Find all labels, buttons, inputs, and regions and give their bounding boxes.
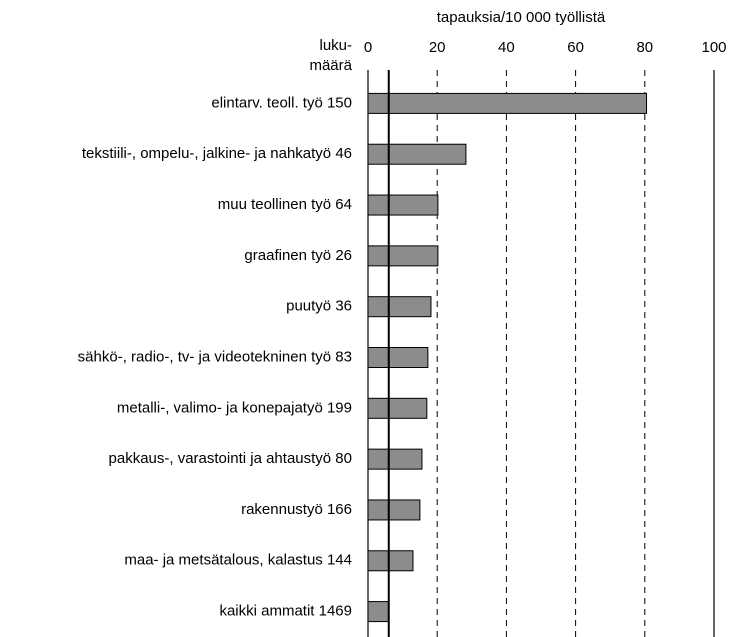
y-tick-label: maa- ja metsätalous, kalastus 144 xyxy=(124,552,352,569)
bar xyxy=(367,143,467,165)
y-tick-label: rakennustyö 166 xyxy=(241,501,352,518)
bar xyxy=(367,296,432,318)
bar xyxy=(367,397,428,419)
y-tick-label: muu teollinen työ 64 xyxy=(218,196,352,213)
count-label: luku- xyxy=(319,37,352,54)
x-tick-label: 60 xyxy=(567,39,584,56)
y-tick-label: pakkaus-, varastointi ja ahtaustyö 80 xyxy=(109,450,352,467)
x-tick-label: 100 xyxy=(701,39,726,56)
y-tick-label: kaikki ammatit 1469 xyxy=(219,603,352,620)
bar xyxy=(367,448,423,470)
bar xyxy=(367,499,421,521)
y-tick-label: sähkö-, radio-, tv- ja videotekninen työ… xyxy=(78,348,352,365)
x-tick-label: 20 xyxy=(429,39,446,56)
count-label: määrä xyxy=(309,57,352,74)
x-tick-label: 80 xyxy=(636,39,653,56)
bar xyxy=(367,245,439,267)
y-tick-label: puutyö 36 xyxy=(286,298,352,315)
y-tick-label: graafinen työ 26 xyxy=(244,247,352,264)
x-axis-label: tapauksia/10 000 työllistä xyxy=(437,9,606,26)
bar xyxy=(367,601,390,623)
y-tick-label: tekstiili-, ompelu-, jalkine- ja nahkaty… xyxy=(82,145,352,162)
x-tick-label: 40 xyxy=(498,39,515,56)
bar xyxy=(367,347,429,368)
bar xyxy=(367,194,439,216)
bar xyxy=(367,550,414,572)
y-tick-label: metalli-, valimo- ja konepajatyö 199 xyxy=(117,399,352,416)
x-tick-label: 0 xyxy=(364,39,372,56)
bar xyxy=(367,92,648,114)
y-tick-label: elintarv. teoll. työ 150 xyxy=(211,94,352,111)
